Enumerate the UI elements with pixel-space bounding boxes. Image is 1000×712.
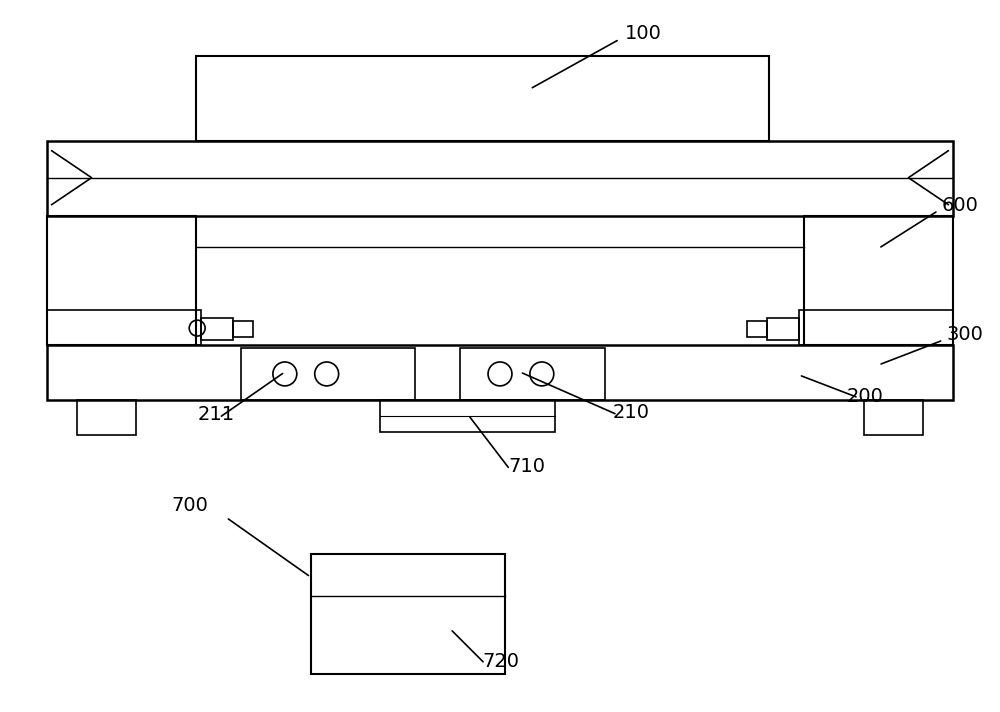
Text: 300: 300	[946, 325, 983, 344]
Bar	[47, 141, 953, 216]
Text: 700: 700	[171, 496, 208, 515]
Bar	[47, 310, 201, 345]
Bar	[747, 321, 767, 337]
Bar	[311, 554, 505, 674]
Bar	[77, 400, 136, 435]
Bar	[47, 216, 196, 345]
Text: 100: 100	[625, 24, 661, 43]
Bar	[864, 400, 923, 435]
Bar	[380, 400, 555, 431]
Text: 600: 600	[941, 196, 978, 214]
Bar	[196, 56, 769, 141]
Bar	[233, 321, 253, 337]
Bar	[47, 345, 953, 400]
Bar	[799, 310, 953, 345]
Text: 200: 200	[847, 387, 884, 406]
Text: 720: 720	[482, 651, 519, 671]
Text: 211: 211	[197, 404, 234, 424]
Text: 210: 210	[613, 403, 650, 422]
Bar	[241, 348, 415, 400]
Bar	[201, 318, 233, 340]
Bar	[460, 348, 605, 400]
Bar	[767, 318, 799, 340]
Bar	[804, 216, 953, 345]
Text: 710: 710	[508, 456, 545, 476]
